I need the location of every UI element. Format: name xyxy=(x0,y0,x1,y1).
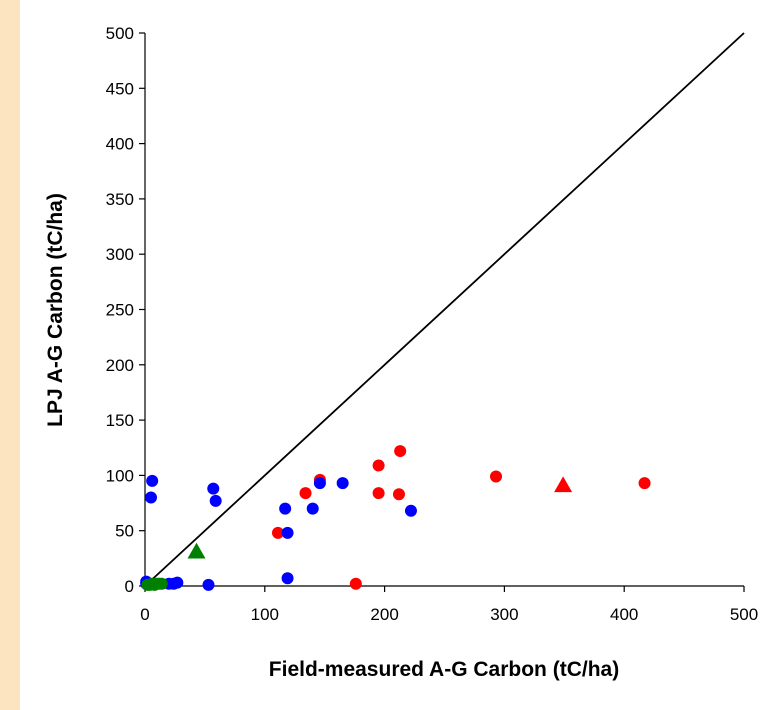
data-point xyxy=(144,491,157,504)
data-point xyxy=(271,526,284,539)
x-axis-title: Field-measured A-G Carbon (tC/ha) xyxy=(269,658,619,681)
y-tick-label: 200 xyxy=(106,356,134,375)
y-tick-label: 500 xyxy=(106,24,134,43)
y-tick-label: 350 xyxy=(106,190,134,209)
data-point xyxy=(336,477,349,490)
x-tick-label: 0 xyxy=(140,605,149,624)
data-point xyxy=(372,487,385,500)
data-point xyxy=(313,477,326,490)
y-tick-label: 50 xyxy=(115,522,134,541)
data-point xyxy=(394,445,407,458)
x-tick-label: 500 xyxy=(730,605,758,624)
data-point xyxy=(404,504,417,517)
data-point xyxy=(349,577,362,590)
data-point xyxy=(281,526,294,539)
data-point xyxy=(638,477,651,490)
data-point xyxy=(299,487,312,500)
data-point xyxy=(372,459,385,472)
y-tick-label: 100 xyxy=(106,466,134,485)
data-point xyxy=(207,482,220,495)
y-tick-label: 450 xyxy=(106,79,134,98)
y-tick-label: 400 xyxy=(106,135,134,154)
y-axis-title: LPJ A-G Carbon (tC/ha) xyxy=(44,193,67,427)
decorative-side-strip xyxy=(0,0,20,710)
y-tick-label: 0 xyxy=(125,577,134,596)
x-tick-label: 300 xyxy=(490,605,518,624)
x-tick-label: 400 xyxy=(610,605,638,624)
data-point xyxy=(279,502,292,515)
one-to-one-line xyxy=(144,32,745,587)
data-point-triangle xyxy=(187,542,206,559)
data-point xyxy=(392,488,405,501)
data-point xyxy=(490,470,503,483)
data-point xyxy=(306,502,319,515)
y-tick-label: 150 xyxy=(106,411,134,430)
y-tick-label: 300 xyxy=(106,245,134,264)
data-point-triangle xyxy=(554,476,573,493)
data-point xyxy=(209,494,222,507)
data-point xyxy=(146,474,159,487)
data-point xyxy=(281,572,294,585)
x-tick-label: 200 xyxy=(370,605,398,624)
y-tick-label: 250 xyxy=(106,301,134,320)
data-point xyxy=(171,576,184,589)
data-point xyxy=(155,577,168,590)
x-tick-label: 100 xyxy=(251,605,279,624)
data-point xyxy=(202,578,215,591)
